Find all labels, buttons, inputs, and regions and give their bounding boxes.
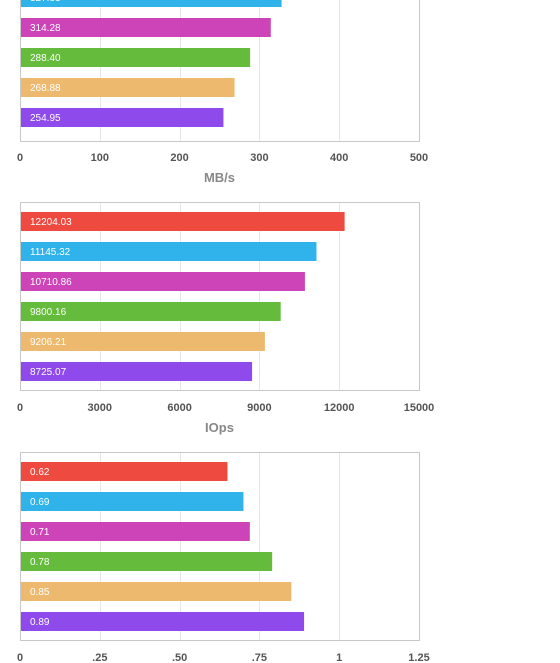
bar-label: 9800.16 (30, 307, 67, 318)
x-tick-label: 1 (336, 652, 342, 663)
bar (21, 242, 317, 261)
chart-panel-2: 12204.03 11145.32 10710.86 9800.16 9206.21 87… (17, 202, 435, 435)
x-tick-label: 400 (330, 152, 348, 164)
bar (21, 48, 251, 67)
bar-label: 12204.03 (30, 217, 72, 228)
bar-label: 0.78 (30, 557, 50, 568)
bar (21, 108, 224, 127)
x-axis-title: IOps (205, 420, 234, 435)
bar (21, 78, 235, 97)
x-axis-title: MB/s (204, 170, 235, 185)
x-tick-label: 0 (17, 152, 23, 164)
bar-label: 0.62 (30, 467, 50, 478)
bar-label: 268.88 (30, 83, 61, 94)
bar (21, 462, 228, 481)
x-tick-label: 12000 (324, 402, 355, 414)
plot-frame (20, 452, 420, 641)
bar-label: 10710.86 (30, 277, 72, 288)
x-tick-label: 15000 (404, 402, 435, 414)
x-tick-label: .75 (252, 652, 267, 663)
bar (21, 582, 292, 601)
bar (21, 302, 281, 321)
chart-panel-1: 327.83 314.28 288.40 268.88 254.95 0 100 200 300… (17, 0, 428, 185)
bar-label: 11145.32 (30, 247, 71, 258)
bar (21, 212, 345, 231)
x-tick-label: 100 (91, 152, 109, 164)
bar-label: 8725.07 (30, 367, 67, 378)
bar-label: 0.69 (30, 497, 50, 508)
bar (21, 0, 282, 7)
bar (21, 612, 305, 631)
bar-label: 0.71 (30, 527, 50, 538)
bar (21, 18, 271, 37)
bar (21, 552, 273, 571)
bar (21, 492, 244, 511)
bar (21, 272, 305, 291)
x-tick-label: 6000 (167, 402, 191, 414)
x-tick-label: 0 (17, 652, 23, 663)
x-tick-label: .50 (172, 652, 187, 663)
x-tick-label: 1.25 (408, 652, 429, 663)
x-tick-label: 3000 (88, 402, 112, 414)
x-tick-label: 9000 (247, 402, 271, 414)
bar-label: 9206.21 (30, 337, 67, 348)
x-tick-label: .25 (92, 652, 107, 663)
plot-frame (20, 202, 420, 391)
bar-label: 0.85 (30, 587, 50, 598)
bar (21, 332, 265, 351)
bar-label: 314.28 (30, 23, 61, 34)
bar-label: 254.95 (30, 113, 61, 124)
x-tick-label: 200 (170, 152, 188, 164)
x-tick-label: 500 (410, 152, 428, 164)
x-tick-label: 300 (250, 152, 268, 164)
x-tick-label: 0 (17, 402, 23, 414)
chart-panel-3: 0.62 0.69 0.71 0.78 0.85 0.89 0 .25 .50 .75 1 1.25 (17, 452, 430, 663)
bar (21, 522, 250, 541)
bar (21, 362, 253, 381)
bar-label: 288.40 (30, 53, 61, 64)
bar-label: 0.89 (30, 617, 50, 628)
bar-label: 327.83 (30, 0, 61, 4)
